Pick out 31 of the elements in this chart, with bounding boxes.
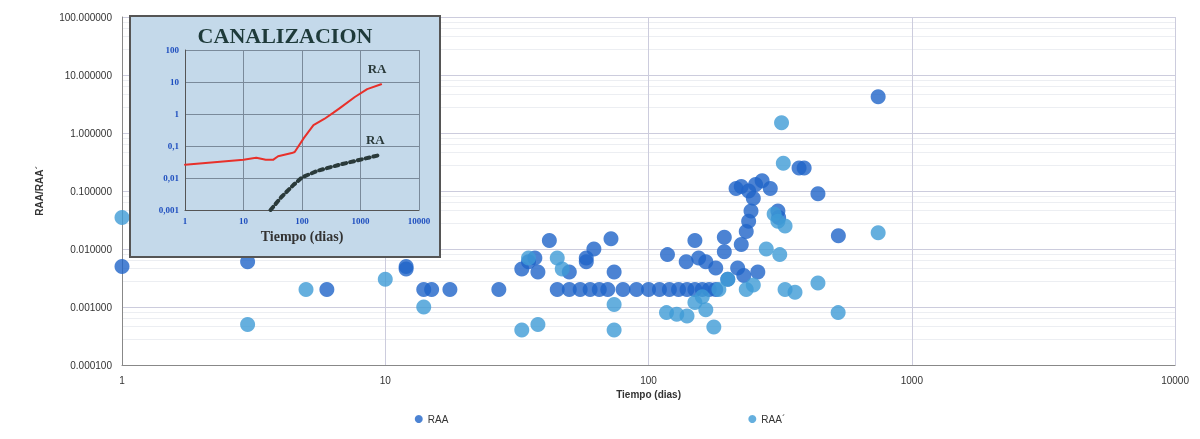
y-tick-label: 0.010000 bbox=[70, 243, 113, 255]
y-axis-title: RAA/RAA´ bbox=[33, 166, 45, 216]
y-tick-label: 10 bbox=[170, 77, 180, 87]
legend-label: RAA´ bbox=[761, 413, 786, 425]
y-tick-label: 1.000000 bbox=[70, 127, 113, 139]
y-tick-label: 0,001 bbox=[158, 205, 180, 215]
x-tick-label: 100 bbox=[295, 215, 310, 226]
x-axis-title: Tiempo (dias) bbox=[260, 229, 344, 246]
y-tick-label: 0.100000 bbox=[70, 185, 113, 197]
y-tick-label: 100 bbox=[165, 45, 180, 55]
x-tick-label: 10000 bbox=[407, 215, 431, 226]
y-tick-label: 0.000100 bbox=[70, 359, 113, 371]
legend-label: RAA bbox=[427, 413, 449, 425]
x-tick-label: 10 bbox=[239, 215, 249, 226]
x-tick-label: 10000 bbox=[1161, 374, 1190, 386]
y-tick-label: 0.001000 bbox=[70, 301, 113, 313]
y-tick-label: 0,01 bbox=[163, 173, 180, 183]
x-tick-label: 10 bbox=[379, 374, 392, 386]
x-tick-label: 1000 bbox=[351, 215, 370, 226]
y-tick-label: 10.000000 bbox=[64, 69, 113, 81]
y-tick-label: 100.000000 bbox=[59, 11, 113, 23]
y-tick-label: 0,1 bbox=[167, 141, 180, 151]
chart-title: CANALIZACION bbox=[197, 22, 373, 48]
x-tick-label: 1 bbox=[119, 374, 126, 386]
x-tick-label: 100 bbox=[640, 374, 658, 386]
x-tick-label: 1 bbox=[182, 215, 188, 226]
x-axis-title: Tiempo (dias) bbox=[616, 389, 681, 401]
annotation: RA bbox=[367, 60, 388, 76]
y-tick-label: 1 bbox=[174, 109, 180, 119]
x-tick-label: 1000 bbox=[900, 374, 924, 386]
annotation: RA bbox=[365, 131, 386, 147]
